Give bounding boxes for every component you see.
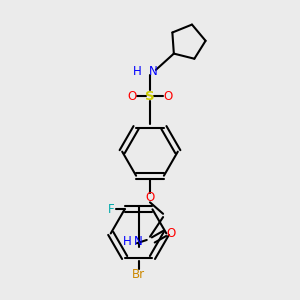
Text: O: O xyxy=(167,227,176,240)
Text: H: H xyxy=(123,235,131,248)
Text: N: N xyxy=(134,235,143,248)
Text: O: O xyxy=(128,89,136,103)
Text: F: F xyxy=(108,203,115,216)
Text: Br: Br xyxy=(132,268,145,281)
Text: O: O xyxy=(146,191,154,204)
Text: S: S xyxy=(145,89,155,103)
Text: N: N xyxy=(149,65,158,78)
Text: O: O xyxy=(164,89,172,103)
Text: H: H xyxy=(133,65,141,78)
